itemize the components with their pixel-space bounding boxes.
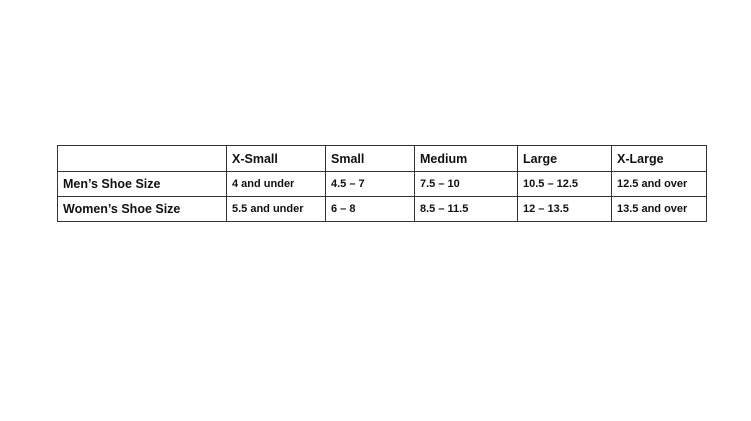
header-cell: Medium xyxy=(414,145,518,172)
table-cell: 8.5 – 11.5 xyxy=(414,196,518,222)
header-cell-empty xyxy=(57,145,227,172)
row-header: Women’s Shoe Size xyxy=(57,196,227,222)
table-cell: 7.5 – 10 xyxy=(414,171,518,197)
table-cell: 10.5 – 12.5 xyxy=(517,171,612,197)
table-cell: 4.5 – 7 xyxy=(325,171,415,197)
table-cell: 12 – 13.5 xyxy=(517,196,612,222)
shoe-size-table: X-Small Small Medium Large X-Large Men’s… xyxy=(57,145,707,222)
table-cell: 4 and under xyxy=(226,171,326,197)
row-header: Men’s Shoe Size xyxy=(57,171,227,197)
table-cell: 5.5 and under xyxy=(226,196,326,222)
header-row: X-Small Small Medium Large X-Large xyxy=(57,145,707,172)
table-cell: 12.5 and over xyxy=(611,171,707,197)
table-row: Women’s Shoe Size 5.5 and under 6 – 8 8.… xyxy=(57,196,707,222)
header-cell: X-Small xyxy=(226,145,326,172)
header-cell: Large xyxy=(517,145,612,172)
table-cell: 6 – 8 xyxy=(325,196,415,222)
header-cell: X-Large xyxy=(611,145,707,172)
table-row: Men’s Shoe Size 4 and under 4.5 – 7 7.5 … xyxy=(57,171,707,197)
table-cell: 13.5 and over xyxy=(611,196,707,222)
header-cell: Small xyxy=(325,145,415,172)
